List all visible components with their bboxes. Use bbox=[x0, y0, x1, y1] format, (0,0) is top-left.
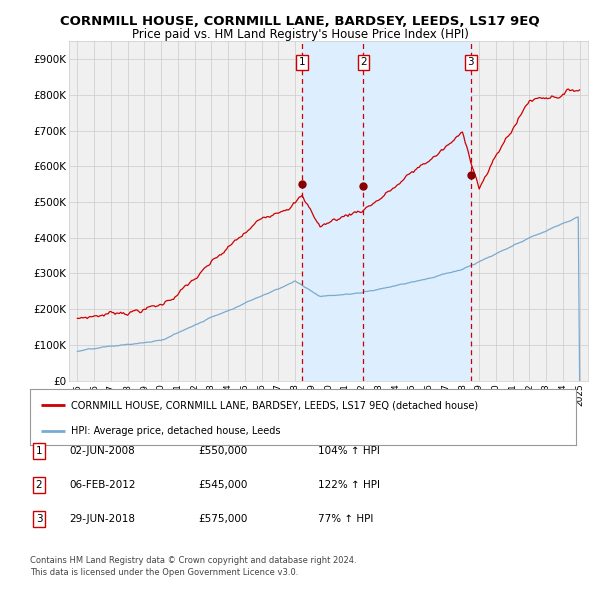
Text: 29-JUN-2018: 29-JUN-2018 bbox=[69, 514, 135, 523]
Bar bbox=[302, 41, 470, 381]
Text: Contains HM Land Registry data © Crown copyright and database right 2024.: Contains HM Land Registry data © Crown c… bbox=[30, 556, 356, 565]
Text: 1: 1 bbox=[35, 447, 43, 456]
Text: £575,000: £575,000 bbox=[198, 514, 247, 523]
Text: 1: 1 bbox=[299, 57, 305, 67]
Text: 77% ↑ HPI: 77% ↑ HPI bbox=[318, 514, 373, 523]
Text: CORNMILL HOUSE, CORNMILL LANE, BARDSEY, LEEDS, LS17 9EQ: CORNMILL HOUSE, CORNMILL LANE, BARDSEY, … bbox=[60, 15, 540, 28]
Text: £545,000: £545,000 bbox=[198, 480, 247, 490]
Text: CORNMILL HOUSE, CORNMILL LANE, BARDSEY, LEEDS, LS17 9EQ (detached house): CORNMILL HOUSE, CORNMILL LANE, BARDSEY, … bbox=[71, 400, 478, 410]
Text: 2: 2 bbox=[360, 57, 367, 67]
Text: 02-JUN-2008: 02-JUN-2008 bbox=[69, 447, 135, 456]
Text: This data is licensed under the Open Government Licence v3.0.: This data is licensed under the Open Gov… bbox=[30, 568, 298, 576]
Text: 3: 3 bbox=[467, 57, 474, 67]
Text: 06-FEB-2012: 06-FEB-2012 bbox=[69, 480, 136, 490]
Text: 104% ↑ HPI: 104% ↑ HPI bbox=[318, 447, 380, 456]
Text: Price paid vs. HM Land Registry's House Price Index (HPI): Price paid vs. HM Land Registry's House … bbox=[131, 28, 469, 41]
Text: 122% ↑ HPI: 122% ↑ HPI bbox=[318, 480, 380, 490]
Text: 3: 3 bbox=[35, 514, 43, 523]
Text: 2: 2 bbox=[35, 480, 43, 490]
Text: HPI: Average price, detached house, Leeds: HPI: Average price, detached house, Leed… bbox=[71, 427, 280, 437]
Text: £550,000: £550,000 bbox=[198, 447, 247, 456]
